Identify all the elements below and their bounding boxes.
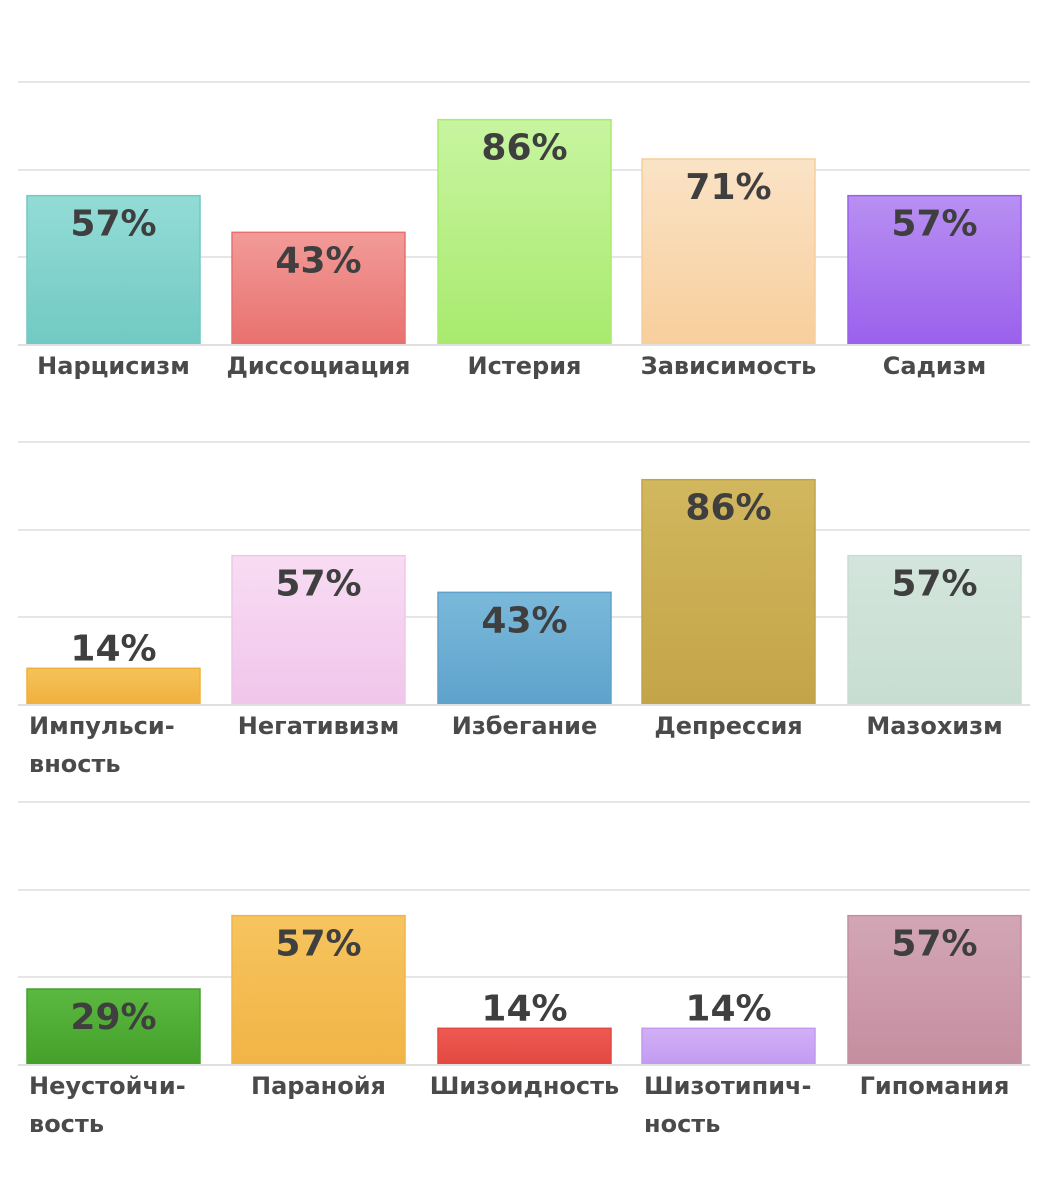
category-label-line: ность	[644, 1110, 721, 1138]
category-label-line: Мазохизм	[866, 712, 1003, 740]
bar	[437, 1027, 612, 1066]
category-label: Истерия	[425, 347, 625, 385]
category-label-line: вость	[29, 1110, 104, 1138]
category-label: Депрессия	[629, 707, 829, 745]
bar	[26, 667, 201, 706]
chart-panel-3: 29% 57% 14% 14% 57% Неустойчи-вость Паранойя Ши…	[0, 720, 1046, 1138]
category-label-line: Шизоидность	[429, 1072, 620, 1100]
category-label-line: Негативизм	[237, 712, 400, 740]
category-label: Шизотипич-ность	[644, 1067, 844, 1143]
category-label: Мазохизм	[835, 707, 1035, 745]
value-label: 14%	[70, 628, 156, 669]
category-label-line: Импульси-	[29, 712, 175, 740]
bar	[437, 118, 612, 346]
category-label: Диссоциация	[219, 347, 419, 385]
value-label: 29%	[70, 997, 156, 1038]
bar-chart-svg: 14% 57% 43% 86% 57%	[18, 441, 1030, 706]
bar	[231, 914, 406, 1066]
category-label-line: Избегание	[451, 712, 598, 740]
value-label: 57%	[891, 564, 977, 605]
bar	[437, 591, 612, 706]
category-label: Избегание	[425, 707, 625, 745]
category-label: Садизм	[835, 347, 1035, 385]
value-label: 43%	[275, 240, 361, 281]
category-label-line: Депрессия	[654, 712, 803, 740]
value-label: 86%	[481, 128, 567, 169]
value-label: 57%	[891, 924, 977, 965]
category-label-line: Гипомания	[859, 1072, 1010, 1100]
bar	[26, 988, 201, 1066]
category-label-line: вность	[29, 750, 121, 778]
category-label: Зависимость	[629, 347, 829, 385]
value-label: 71%	[685, 167, 771, 208]
category-label: Гипомания	[835, 1067, 1035, 1105]
value-label: 57%	[891, 204, 977, 245]
bar	[641, 158, 816, 346]
category-label: Паранойя	[219, 1067, 419, 1105]
category-label: Негативизм	[219, 707, 419, 745]
category-label: Нарцисизм	[14, 347, 214, 385]
category-label-line: Неустойчи-	[29, 1072, 186, 1100]
bar	[26, 194, 201, 346]
bar-chart-svg: 29% 57% 14% 14% 57%	[18, 801, 1030, 1066]
value-label: 86%	[685, 488, 771, 529]
bar-chart-svg: 57% 43% 86% 71% 57%	[18, 81, 1030, 346]
category-label-line: Паранойя	[251, 1072, 386, 1100]
bar	[847, 914, 1022, 1066]
value-label: 43%	[481, 600, 567, 641]
category-label-line: Диссоциация	[226, 352, 411, 380]
chart-panel-1: 57% 43% 86% 71% 57% Нарцисизм Диссоциация Истер…	[0, 0, 1046, 380]
category-label-line: Шизотипич-	[644, 1072, 812, 1100]
value-label: 14%	[685, 988, 771, 1029]
category-label-line: Истерия	[467, 352, 582, 380]
category-label: Импульси-вность	[29, 707, 229, 783]
bar	[231, 231, 406, 346]
value-label: 14%	[481, 988, 567, 1029]
chart-panel-2: 14% 57% 43% 86% 57% Импульси-вность Негативизм…	[0, 360, 1046, 778]
bar	[641, 1027, 816, 1066]
category-label: Неустойчи-вость	[29, 1067, 229, 1143]
value-label: 57%	[275, 924, 361, 965]
category-label-line: Зависимость	[640, 352, 817, 380]
bar	[641, 478, 816, 706]
category-label-line: Нарцисизм	[37, 352, 190, 380]
bar	[847, 554, 1022, 706]
value-label: 57%	[275, 564, 361, 605]
bar	[231, 554, 406, 706]
value-label: 57%	[70, 204, 156, 245]
category-label-line: Садизм	[882, 352, 987, 380]
category-label: Шизоидность	[425, 1067, 625, 1105]
